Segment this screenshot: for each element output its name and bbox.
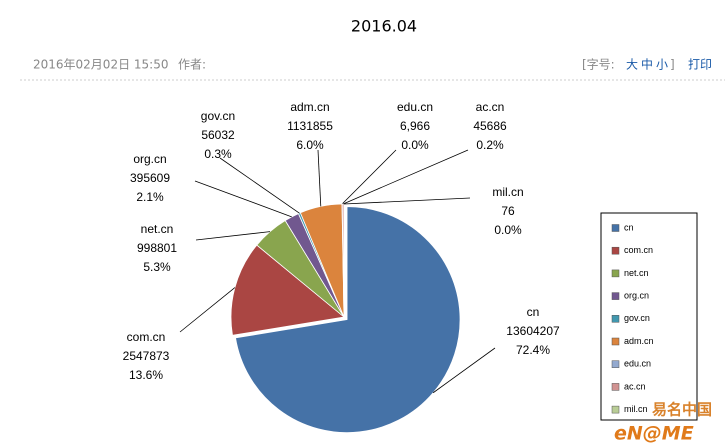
- slice-percent: 0.3%: [204, 147, 232, 161]
- watermark-logo: eN@ME: [614, 423, 694, 445]
- leader-line: [343, 197, 471, 205]
- slice-value: 13604207: [506, 324, 560, 338]
- slice-name: cn: [527, 305, 540, 319]
- leader-line: [195, 231, 271, 241]
- legend-label: edu.cn: [624, 359, 651, 369]
- leader-line: [341, 149, 397, 205]
- legend-label: gov.cn: [624, 313, 650, 323]
- slice-name: org.cn: [133, 152, 166, 166]
- slice-value: 2547873: [123, 349, 170, 363]
- leader-line: [219, 157, 300, 214]
- slice-name: adm.cn: [290, 100, 329, 114]
- pie-slice: [230, 244, 345, 336]
- slice-value: 395609: [130, 171, 170, 185]
- slice-percent: 0.0%: [494, 223, 522, 237]
- legend-swatch: [611, 269, 620, 278]
- legend-swatch: [611, 224, 620, 232]
- slice-name: net.cn: [141, 222, 174, 236]
- pie-chart: cn 13604207 72.4% com.cn 2547873 13.6% net.cn 9…: [123, 100, 654, 433]
- slice-name: gov.cn: [201, 109, 235, 123]
- watermark-text: 易名中国: [652, 401, 712, 419]
- date: 2016年02月02日 15:50: [33, 58, 168, 72]
- legend-label: org.cn: [624, 290, 649, 300]
- slice-value: 1131855: [287, 119, 333, 133]
- slice-name: mil.cn: [492, 185, 523, 199]
- slice-value: 6,966: [400, 119, 430, 133]
- leader-line: [179, 287, 236, 333]
- leader-line: [317, 149, 322, 207]
- slice-value: 76: [501, 204, 515, 218]
- font-medium[interactable]: 中: [641, 57, 653, 72]
- font-large[interactable]: 大: [626, 58, 638, 72]
- legend-label: net.cn: [624, 268, 649, 278]
- font-size-label: [字号:: [582, 57, 615, 72]
- author: 作者:: [178, 58, 206, 72]
- leader-line: [432, 347, 496, 394]
- slice-name: edu.cn: [397, 100, 433, 114]
- legend-swatch: [611, 360, 620, 368]
- legend-label: com.cn: [624, 245, 653, 255]
- slice-percent: 6.0%: [296, 138, 324, 152]
- slice-percent: 5.3%: [143, 260, 171, 274]
- slice-percent: 0.0%: [401, 138, 429, 152]
- slice-value: 998801: [137, 241, 177, 255]
- slice-value: 45686: [473, 119, 507, 133]
- slice-name: ac.cn: [476, 100, 505, 114]
- slice-name: com.cn: [127, 330, 166, 344]
- font-small[interactable]: 小: [656, 58, 668, 72]
- legend-swatch: [611, 246, 620, 255]
- legend-swatch: [611, 405, 620, 414]
- pie-slice: [235, 206, 461, 433]
- legend-swatch: [611, 315, 620, 323]
- legend-label: ac.cn: [624, 381, 646, 391]
- slice-percent: 2.1%: [136, 190, 164, 204]
- font-size-close: ]: [670, 58, 675, 72]
- legend-swatch: [611, 337, 620, 346]
- leader-line: [342, 149, 469, 205]
- slice-percent: 72.4%: [516, 343, 550, 357]
- print-link[interactable]: 打印: [688, 58, 712, 72]
- slice-value: 56032: [201, 128, 235, 142]
- leader-line: [194, 180, 292, 218]
- slice-percent: 0.2%: [476, 138, 504, 152]
- legend-swatch: [611, 292, 620, 300]
- legend-label: mil.cn: [624, 404, 648, 414]
- page-title: 2016.04: [351, 17, 417, 36]
- legend-label: cn: [624, 222, 634, 232]
- slice-percent: 13.6%: [129, 368, 163, 382]
- legend-swatch: [611, 383, 620, 391]
- legend-label: adm.cn: [624, 336, 654, 346]
